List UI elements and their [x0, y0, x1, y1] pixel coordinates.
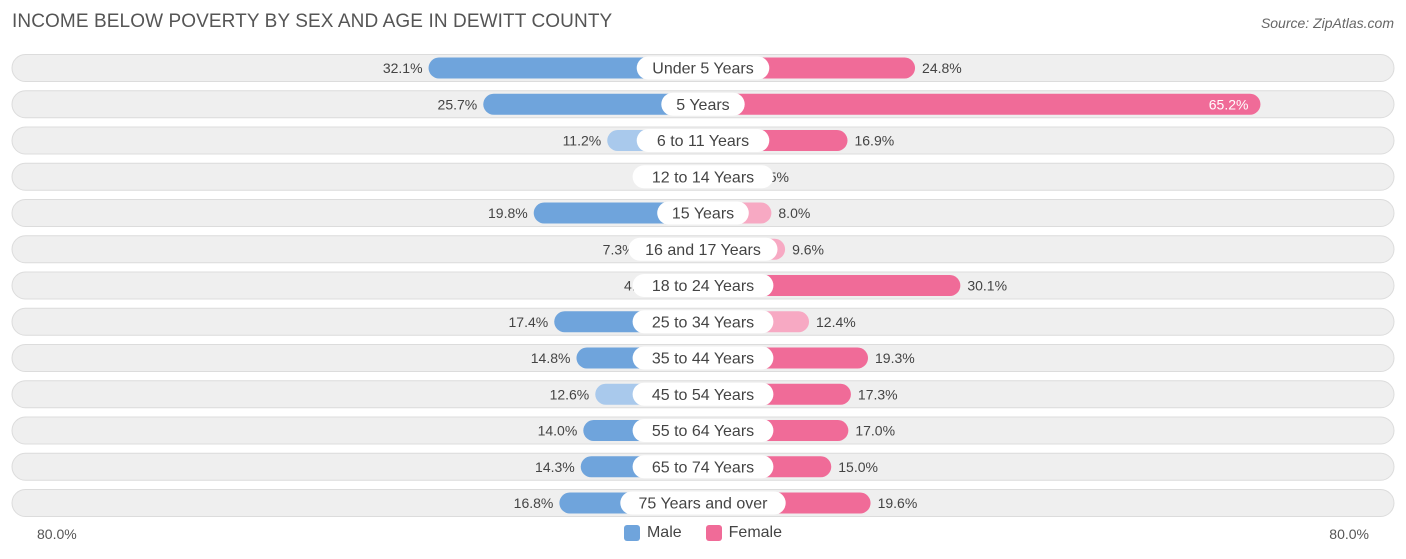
- male-bar-under-5-years: [428, 57, 703, 79]
- category-pill-16-and-17-years: [628, 237, 778, 261]
- female-value-16-and-17-years: 9.6%: [792, 241, 824, 257]
- female-value-65-to-74-years: 15.0%: [838, 459, 878, 475]
- male-value-6-to-11-years: 11.2%: [563, 133, 602, 149]
- male-value-5-years: 25.7%: [438, 96, 478, 112]
- female-value-35-to-44-years: 19.3%: [875, 350, 915, 366]
- category-pill-35-to-44-years: [632, 346, 774, 370]
- category-pill-6-to-11-years: [636, 129, 770, 152]
- legend: Male Female: [0, 524, 1406, 542]
- legend-item-male[interactable]: Male: [623, 524, 682, 542]
- male-bar-5-years: [483, 93, 703, 115]
- axis-min-label: 80.0%: [37, 526, 77, 542]
- category-pill-12-to-14-years: [632, 165, 774, 189]
- axis-max-label: 80.0%: [1329, 526, 1369, 542]
- category-label-16-and-17-years: 16 and 17 Years: [645, 242, 761, 259]
- female-value-6-to-11-years: 16.9%: [854, 133, 894, 149]
- female-value-18-to-24-years: 30.1%: [967, 278, 1007, 294]
- male-value-65-to-74-years: 14.3%: [535, 459, 575, 475]
- category-pill-25-to-34-years: [632, 310, 774, 334]
- category-label-18-to-24-years: 18 to 24 Years: [652, 278, 754, 295]
- female-value-75-years-and-over: 19.6%: [878, 495, 918, 511]
- legend-swatch-male: [623, 525, 640, 541]
- chart-title: INCOME BELOW POVERTY BY SEX AND AGE IN D…: [12, 11, 613, 32]
- legend-label-male: Male: [646, 524, 682, 541]
- category-label-55-to-64-years: 55 to 64 Years: [652, 423, 754, 440]
- category-pill-45-to-54-years: [632, 382, 774, 406]
- legend-swatch-female: [705, 525, 722, 541]
- male-value-75-years-and-over: 16.8%: [514, 495, 554, 511]
- female-value-5-years: 65.2%: [1209, 96, 1249, 112]
- female-value-15-years: 8.0%: [778, 205, 810, 221]
- category-label-35-to-44-years: 35 to 44 Years: [652, 351, 754, 368]
- female-value-25-to-34-years: 12.4%: [816, 314, 856, 330]
- category-pill-5-years: [661, 92, 745, 116]
- female-value-55-to-64-years: 17.0%: [855, 423, 895, 439]
- source-note: Source: ZipAtlas.com: [1260, 15, 1394, 31]
- category-label-6-to-11-years: 6 to 11 Years: [657, 133, 749, 150]
- category-label-75-years-and-over: 75 Years and over: [639, 496, 769, 513]
- male-value-25-to-34-years: 17.4%: [509, 314, 549, 330]
- category-label-65-to-74-years: 65 to 74 Years: [652, 459, 754, 476]
- male-value-55-to-64-years: 14.0%: [538, 423, 578, 439]
- category-pill-75-years-and-over: [620, 491, 786, 515]
- category-label-25-to-34-years: 25 to 34 Years: [652, 314, 754, 331]
- category-label-12-to-14-years: 12 to 14 Years: [652, 169, 754, 186]
- legend-item-female[interactable]: Female: [705, 524, 783, 542]
- category-label-45-to-54-years: 45 to 54 Years: [652, 387, 754, 404]
- category-label-under-5-years: Under 5 Years: [652, 61, 753, 78]
- category-label-5-years: 5 Years: [676, 97, 729, 114]
- male-value-45-to-54-years: 12.6%: [550, 386, 590, 402]
- category-pill-under-5-years: [636, 56, 770, 80]
- male-value-15-years: 19.8%: [488, 205, 528, 221]
- male-value-under-5-years: 32.1%: [383, 60, 423, 76]
- female-bar-5-years: [703, 93, 1261, 115]
- category-pill-18-to-24-years: [632, 274, 774, 297]
- female-value-45-to-54-years: 17.3%: [858, 386, 898, 402]
- male-value-16-and-17-years: 7.3%: [603, 241, 635, 257]
- legend-label-female: Female: [728, 524, 783, 541]
- male-value-35-to-44-years: 14.8%: [531, 350, 571, 366]
- female-value-under-5-years: 24.8%: [922, 60, 962, 76]
- category-pill-65-to-74-years: [632, 455, 774, 479]
- category-pill-55-to-64-years: [632, 419, 774, 442]
- category-pill-15-years: [657, 201, 749, 225]
- category-label-15-years: 15 Years: [672, 206, 734, 223]
